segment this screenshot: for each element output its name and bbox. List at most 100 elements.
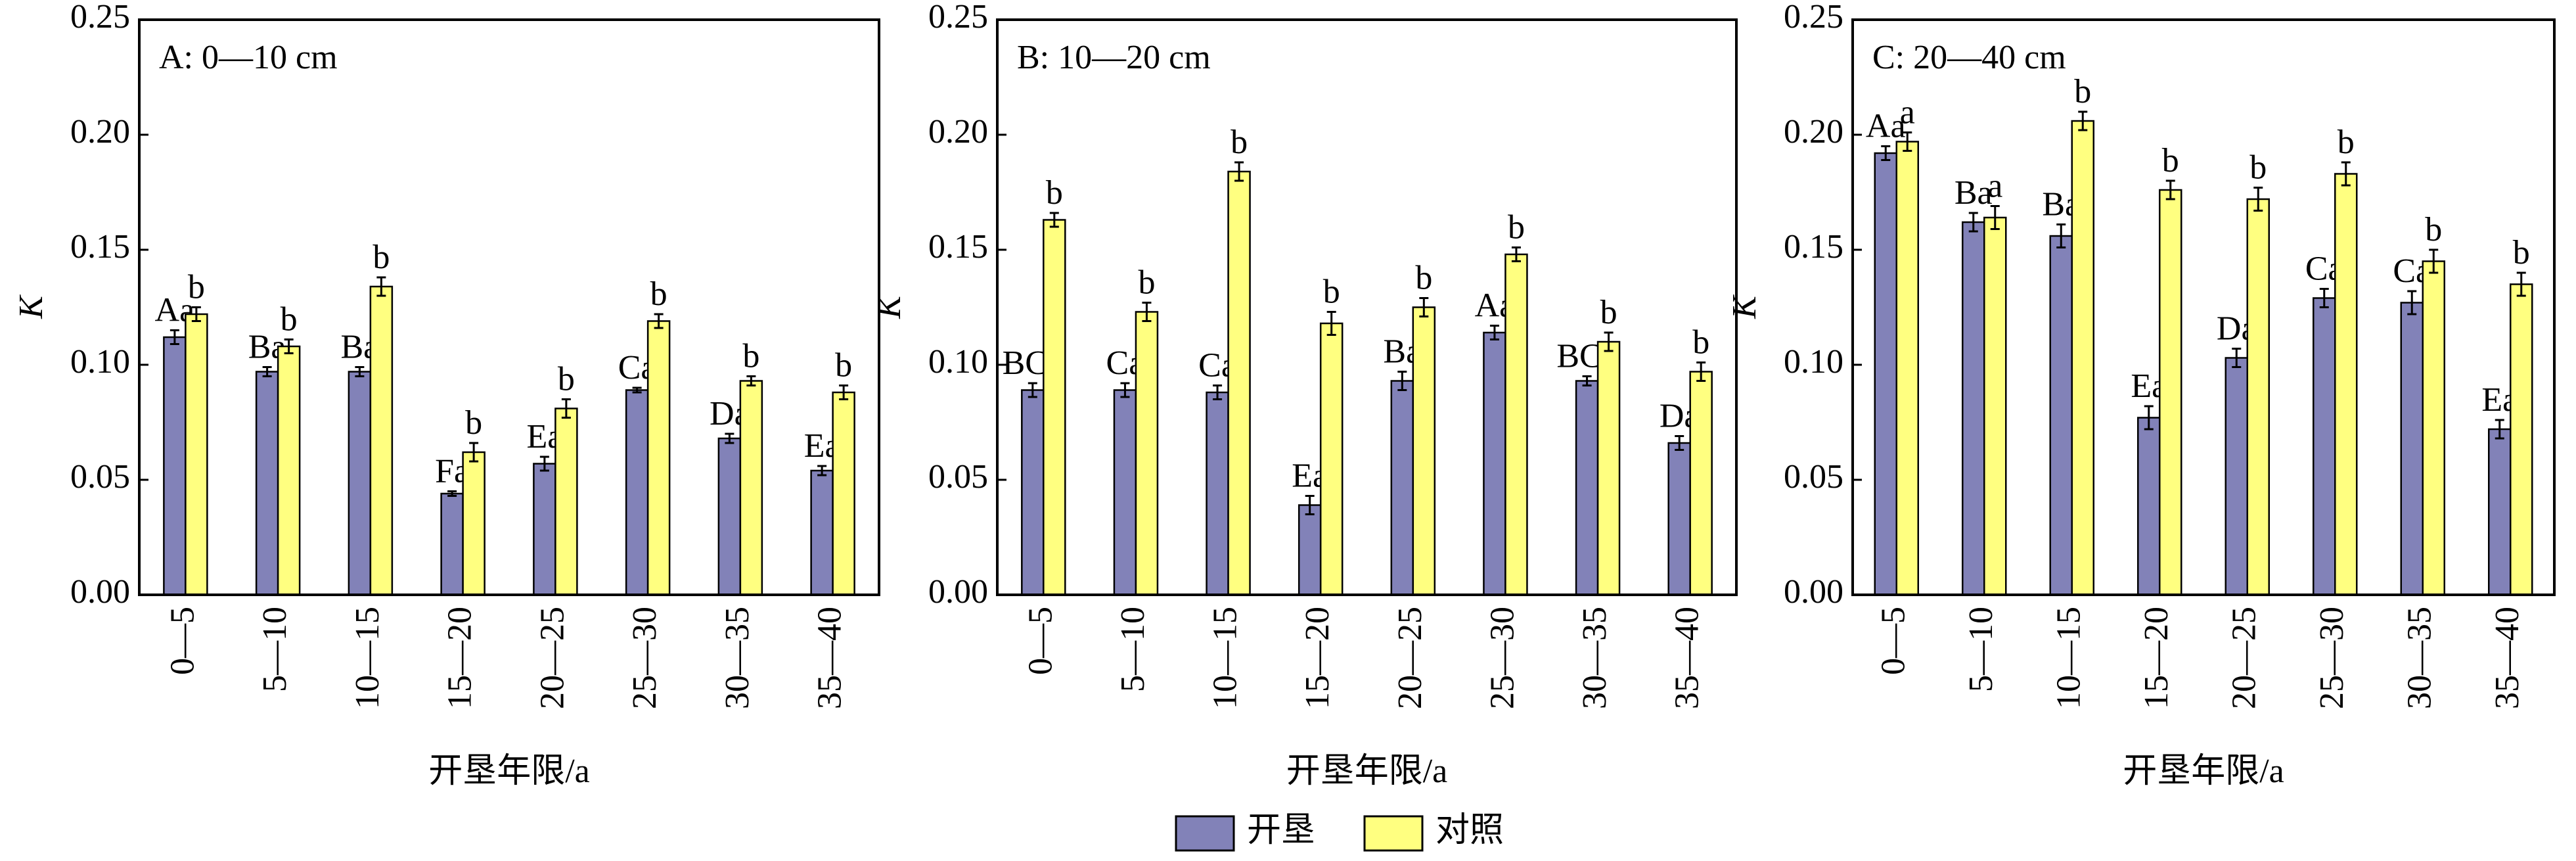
bar xyxy=(2313,297,2336,596)
error-bar xyxy=(1675,435,1684,451)
x-tick-label: 35—40 xyxy=(2489,607,2526,709)
bar-label: b xyxy=(1600,294,1617,331)
bar xyxy=(163,336,187,596)
bar xyxy=(2334,173,2358,596)
bar xyxy=(1227,170,1251,596)
error-bar xyxy=(1142,302,1152,322)
bar xyxy=(2137,417,2161,596)
bar-label: b xyxy=(465,404,482,442)
bar xyxy=(1135,311,1159,596)
bar xyxy=(2422,260,2445,596)
y-tick-label: 0.10 xyxy=(1784,343,1843,381)
bar xyxy=(255,371,279,596)
error-bar xyxy=(1326,311,1336,336)
bar xyxy=(1206,391,1229,596)
x-tick-label: 10—15 xyxy=(1207,607,1244,709)
bar xyxy=(1504,253,1528,596)
x-tick-label: 0—5 xyxy=(164,607,201,675)
x-tick-label: 15—20 xyxy=(1299,607,1336,709)
error-bar xyxy=(1049,212,1059,228)
legend-swatch xyxy=(1175,815,1235,852)
bar xyxy=(1596,340,1621,596)
y-tick-label: 0.10 xyxy=(70,343,130,381)
legend-label: 对照 xyxy=(1435,812,1504,849)
x-tick-label: 30—35 xyxy=(2401,607,2439,709)
bar xyxy=(2049,235,2073,596)
error-bar xyxy=(1903,131,1912,152)
x-tick-label: 30—35 xyxy=(1576,607,1614,709)
bar xyxy=(2246,198,2270,596)
error-bar xyxy=(539,455,549,472)
error-bar xyxy=(1419,297,1429,317)
bar xyxy=(440,492,464,596)
x-tick-label: 15—20 xyxy=(441,607,479,709)
bar xyxy=(739,380,763,596)
error-bar xyxy=(376,276,386,297)
bar xyxy=(1043,219,1066,596)
x-axis-label: 开垦年限/a xyxy=(2123,753,2284,790)
x-tick-label: 15—20 xyxy=(2138,607,2175,709)
error-bar xyxy=(2165,179,2175,200)
bar-label: b xyxy=(1138,264,1155,301)
bar-label: b xyxy=(2074,73,2091,110)
x-tick-label: 25—30 xyxy=(626,607,664,709)
error-bar xyxy=(1489,325,1499,340)
bar xyxy=(1298,504,1322,596)
bar-label: a xyxy=(1987,167,2002,204)
bar xyxy=(277,345,301,596)
bar xyxy=(1667,442,1691,596)
error-bar xyxy=(725,432,734,444)
y-tick-label: 0.25 xyxy=(70,0,130,35)
error-bar xyxy=(2319,288,2329,308)
y-tick-label: 0.05 xyxy=(70,458,130,496)
y-tick-label: 0.15 xyxy=(928,228,988,266)
error-bar xyxy=(1120,382,1130,398)
error-bar xyxy=(2056,223,2066,248)
y-axis-label: K xyxy=(870,294,908,319)
bar xyxy=(462,451,486,596)
error-bar xyxy=(1397,371,1407,391)
error-bar xyxy=(1234,161,1244,182)
y-tick-label: 0.05 xyxy=(928,458,988,496)
bar xyxy=(1412,306,1436,596)
x-tick-label: 25—30 xyxy=(1483,607,1521,709)
y-tick-label: 0.10 xyxy=(928,343,988,381)
y-tick-label: 0.20 xyxy=(1784,113,1843,151)
bar-label: b xyxy=(2249,149,2267,186)
bar xyxy=(1319,322,1344,596)
error-bar xyxy=(2144,405,2154,430)
error-bar xyxy=(654,313,664,329)
bar-label: b xyxy=(1415,259,1432,296)
error-bar xyxy=(2232,348,2242,368)
y-tick-label: 0.15 xyxy=(70,228,130,266)
error-bar xyxy=(1990,205,2000,230)
bar-label: b xyxy=(835,346,852,384)
bar-label: b xyxy=(650,275,667,313)
error-bar xyxy=(2341,161,2351,187)
error-bar xyxy=(632,386,642,394)
error-bar xyxy=(2253,187,2263,212)
error-bar xyxy=(1213,384,1223,400)
error-bar xyxy=(2516,271,2526,297)
x-axis-label: 开垦年限/a xyxy=(428,753,590,790)
bar xyxy=(369,285,394,596)
error-bar xyxy=(1511,246,1521,262)
bar-label: b xyxy=(2338,124,2355,161)
bar-label: b xyxy=(2513,234,2530,271)
bar-label: b xyxy=(558,360,575,398)
bar-label: b xyxy=(2162,142,2179,179)
x-tick-label: 20—25 xyxy=(533,607,571,709)
panel-title: C: 20—40 cm xyxy=(1872,39,2066,76)
bar-label: Ba xyxy=(1955,174,1993,212)
error-bar xyxy=(1305,495,1315,515)
bar xyxy=(810,469,834,596)
x-tick-label: 5—10 xyxy=(1962,607,2000,692)
bar xyxy=(185,313,208,596)
bar xyxy=(2510,283,2533,596)
x-tick-label: 10—15 xyxy=(349,607,386,709)
error-bar xyxy=(1881,145,1891,161)
bar xyxy=(717,437,742,596)
y-tick-label: 0.20 xyxy=(70,113,130,151)
error-bar xyxy=(2429,248,2439,274)
